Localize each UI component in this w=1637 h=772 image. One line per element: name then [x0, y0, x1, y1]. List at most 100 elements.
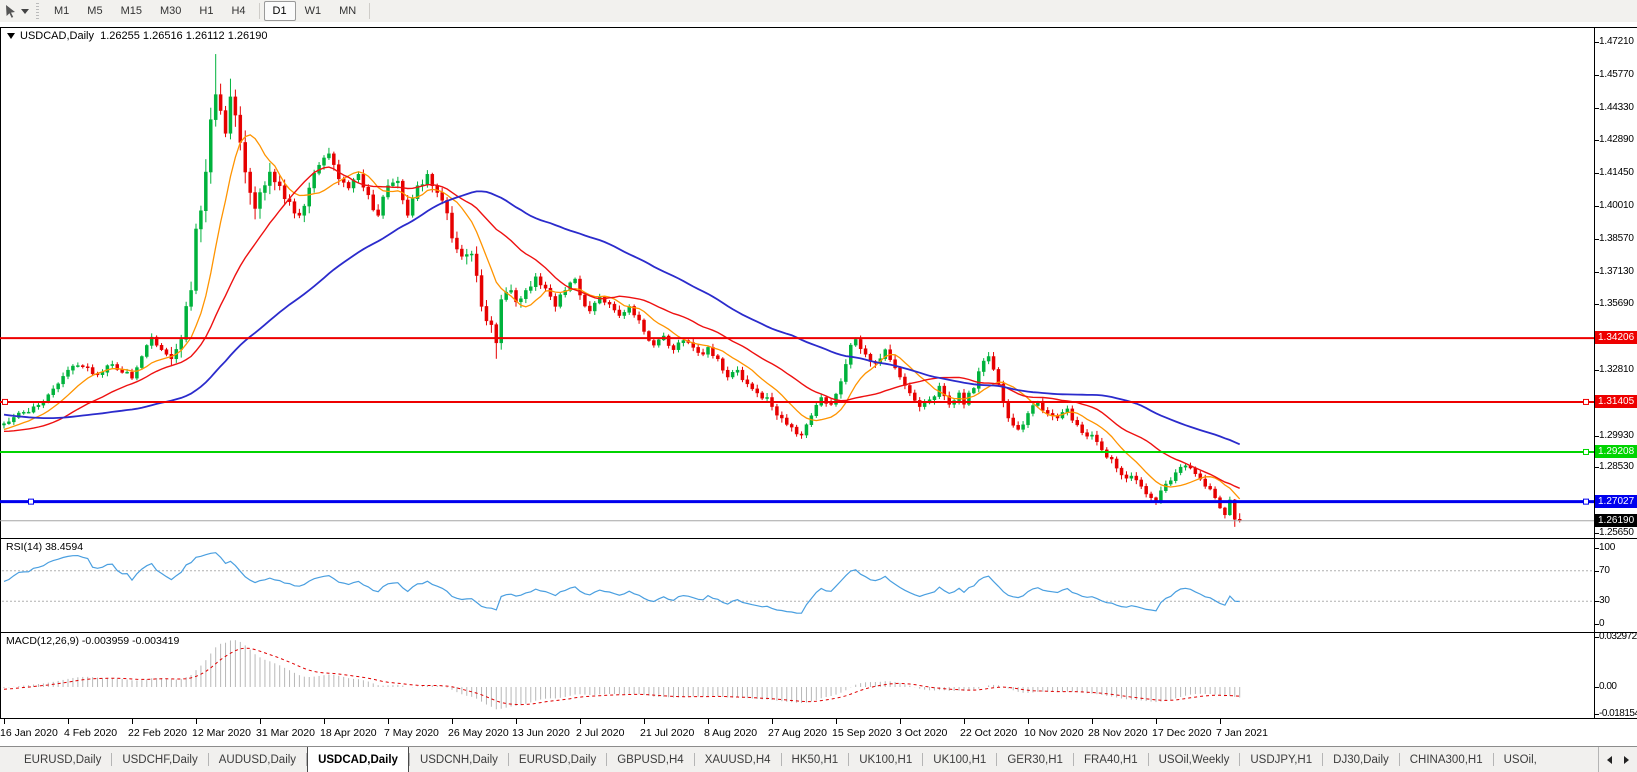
tab-separator — [922, 753, 924, 766]
price-line-badge[interactable]: 1.31405 — [1595, 394, 1637, 408]
macd-axis-label: 0.00 — [1599, 681, 1617, 692]
timeframe-button-MN[interactable]: MN — [339, 5, 357, 17]
chart-tab-hk50-h1[interactable]: HK50,H1 — [791, 753, 839, 766]
chart-tab-eurusd-daily[interactable]: EURUSD,Daily — [24, 753, 102, 766]
chart-tab-china300-h1[interactable]: CHINA300,H1 — [1409, 753, 1483, 766]
date-label: 28 Nov 2020 — [1088, 727, 1148, 739]
date-tick — [644, 719, 645, 724]
timeframe-button-H1[interactable]: H1 — [199, 5, 214, 17]
price-axis-tick — [1594, 238, 1599, 240]
timeframe-button-M1[interactable]: M1 — [54, 5, 70, 17]
chart-tab-usdchf-daily[interactable]: USDCHF,Daily — [122, 753, 198, 766]
date-label: 18 Apr 2020 — [320, 727, 377, 739]
toolbar-separator — [258, 3, 260, 19]
date-label: 26 May 2020 — [448, 727, 509, 739]
date-label: 27 Aug 2020 — [768, 727, 827, 739]
chart-tab-usoil-[interactable]: USOil, — [1503, 753, 1537, 766]
date-label: 8 Aug 2020 — [704, 727, 758, 739]
macd-indicator-label: MACD(12,26,9) -0.003959 -0.003419 — [6, 635, 180, 647]
chart-cursor-tool-icon[interactable] — [2, 3, 20, 19]
chart-tab-audusd-daily[interactable]: AUDUSD,Daily — [218, 753, 297, 766]
price-axis-label: 1.41450 — [1599, 167, 1634, 179]
chart-tab-uk100-h1[interactable]: UK100,H1 — [859, 753, 913, 766]
date-label: 7 May 2020 — [384, 727, 439, 739]
date-label: 2 Jul 2020 — [576, 727, 625, 739]
date-label: 15 Sep 2020 — [832, 727, 892, 739]
date-tick — [964, 719, 965, 724]
tab-separator — [996, 753, 998, 766]
timeframe-button-H4[interactable]: H4 — [231, 5, 246, 17]
chart-tab-ger30-h1[interactable]: GER30,H1 — [1007, 753, 1063, 766]
date-tick — [516, 719, 517, 724]
price-line-badge[interactable]: 1.27027 — [1595, 494, 1637, 508]
current-price-badge: 1.26190 — [1595, 513, 1637, 527]
date-tick — [1220, 719, 1221, 724]
chart-ohlc-label: 1.26255 1.26516 1.26112 1.26190 — [100, 30, 268, 42]
tab-scroll-left-button[interactable] — [1602, 751, 1616, 769]
tab-separator — [1322, 753, 1324, 766]
price-axis-label: 1.45770 — [1599, 68, 1634, 80]
tab-separator — [780, 753, 782, 766]
date-label: 3 Oct 2020 — [896, 727, 948, 739]
timeframe-button-W1[interactable]: W1 — [304, 5, 322, 17]
chart-tab-xauusd-h4[interactable]: XAUUSD,H4 — [704, 753, 771, 766]
chart-tab-usdcad-daily[interactable]: USDCAD,Daily — [307, 747, 409, 772]
price-axis-label: 1.28530 — [1599, 461, 1634, 473]
main-chart-pane[interactable] — [0, 28, 1594, 538]
timeframe-button-D1[interactable]: D1 — [263, 1, 296, 21]
price-axis-label: 1.44330 — [1599, 101, 1634, 113]
chart-tab-dj30-daily[interactable]: DJ30,Daily — [1333, 753, 1389, 766]
price-axis-tick — [1594, 533, 1599, 534]
rsi-pane[interactable] — [0, 539, 1594, 632]
date-tick — [708, 719, 709, 724]
date-label: 21 Jul 2020 — [640, 727, 695, 739]
rsi-macd-divider[interactable] — [0, 632, 1637, 633]
date-tick — [452, 719, 453, 724]
dropdown-caret-icon[interactable] — [21, 8, 29, 14]
price-axis-tick — [1594, 205, 1599, 207]
chart-tab-usdjpy-h1[interactable]: USDJPY,H1 — [1250, 753, 1313, 766]
date-tick — [772, 719, 773, 724]
tab-separator — [207, 753, 209, 766]
rsi-axis-label: 30 — [1599, 595, 1610, 607]
price-axis-tick — [1594, 435, 1599, 437]
date-label: 4 Feb 2020 — [64, 727, 118, 739]
date-tick — [68, 719, 69, 724]
tab-separator — [848, 753, 850, 766]
rsi-indicator-label: RSI(14) 38.4594 — [6, 541, 84, 553]
timeframe-button-M30[interactable]: M30 — [159, 5, 182, 17]
chart-tab-usdcnh-daily[interactable]: USDCNH,Daily — [419, 753, 498, 766]
price-axis-tick — [1594, 369, 1599, 371]
chart-tab-gbpusd-h4[interactable]: GBPUSD,H4 — [617, 753, 684, 766]
rsi-axis-tick — [1594, 624, 1599, 625]
rsi-axis-label: 100 — [1599, 542, 1616, 553]
price-line-badge[interactable]: 1.29208 — [1595, 444, 1637, 458]
left-arrow-icon — [1606, 755, 1612, 764]
price-axis-border — [1594, 27, 1595, 719]
date-tick — [836, 719, 837, 724]
timeframe-button-M15[interactable]: M15 — [120, 5, 142, 17]
date-label: 10 Nov 2020 — [1024, 727, 1084, 739]
chart-tab-usoil-weekly[interactable]: USOil,Weekly — [1158, 753, 1230, 766]
macd-pane[interactable] — [0, 633, 1594, 718]
toolbar-grip-handle[interactable] — [36, 3, 39, 19]
chart-tab-eurusd-daily[interactable]: EURUSD,Daily — [518, 753, 597, 766]
date-tick — [388, 719, 389, 724]
price-axis-tick — [1594, 467, 1599, 469]
date-tick — [1156, 719, 1157, 724]
timeframe-button-M5[interactable]: M5 — [87, 5, 103, 17]
chart-tab-uk100-h1[interactable]: UK100,H1 — [933, 753, 987, 766]
main-rsi-divider[interactable] — [0, 538, 1637, 539]
price-axis-label: 1.35690 — [1599, 298, 1634, 310]
collapse-triangle-icon[interactable] — [7, 33, 15, 39]
price-line-badge[interactable]: 1.34206 — [1595, 331, 1637, 345]
rsi-axis-label: 0 — [1599, 618, 1605, 629]
date-tick — [900, 719, 901, 724]
tab-scroll-right-button[interactable] — [1620, 751, 1634, 769]
tab-separator — [1072, 753, 1074, 766]
macd-axis-tick — [1594, 714, 1599, 716]
date-tick — [324, 719, 325, 724]
tab-separator — [111, 753, 113, 766]
chart-tab-fra40-h1[interactable]: FRA40,H1 — [1083, 753, 1138, 766]
